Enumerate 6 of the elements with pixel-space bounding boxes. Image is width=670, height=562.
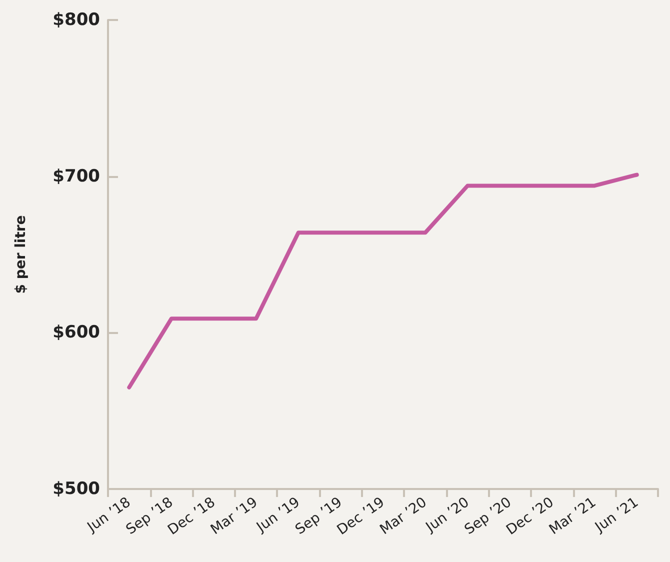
y-tick-label: $800 bbox=[52, 10, 100, 30]
y-axis-title: $ per litre bbox=[13, 215, 29, 294]
line-series bbox=[127, 172, 639, 390]
y-tick-label: $700 bbox=[52, 166, 100, 186]
y-tick-label: $600 bbox=[52, 322, 100, 343]
y-tick-label: $500 bbox=[52, 479, 100, 499]
